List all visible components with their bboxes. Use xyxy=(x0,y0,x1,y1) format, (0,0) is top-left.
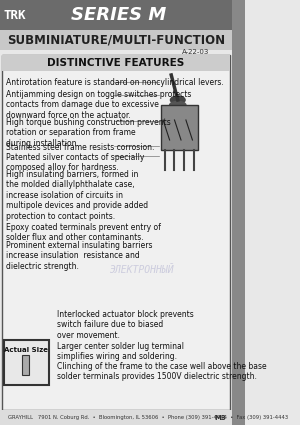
Bar xyxy=(0,410,232,425)
Bar xyxy=(0,30,232,50)
Text: Clinching of the frame to the case well above the base
solder terminals provides: Clinching of the frame to the case well … xyxy=(57,362,267,381)
Text: Antirotation feature is standard on noncylindrical levers.: Antirotation feature is standard on nonc… xyxy=(6,78,223,87)
Bar xyxy=(232,0,244,425)
Bar xyxy=(22,355,28,375)
Text: DISTINCTIVE FEATURES: DISTINCTIVE FEATURES xyxy=(47,58,184,68)
Text: High torque bushing construction prevents
rotation or separation from frame
duri: High torque bushing construction prevent… xyxy=(6,118,170,148)
Bar xyxy=(4,340,49,385)
Text: M3: M3 xyxy=(214,415,226,421)
Text: High insulating barriers, formed in
the molded diallylphthalate case,
increase i: High insulating barriers, formed in the … xyxy=(6,170,148,221)
Bar xyxy=(2,55,230,71)
Text: Stainless steel frame resists corrosion.: Stainless steel frame resists corrosion. xyxy=(6,143,154,152)
Text: GRAYHILL   7901 N. Coburg Rd.  •  Bloomington, IL 53606  •  Phone (309) 391-4444: GRAYHILL 7901 N. Coburg Rd. • Bloomingto… xyxy=(8,416,288,420)
Ellipse shape xyxy=(169,102,186,108)
Bar xyxy=(161,105,198,150)
Text: Patented silver contacts of specially
composed alloy for hardness.: Patented silver contacts of specially co… xyxy=(6,153,144,173)
Text: TRK: TRK xyxy=(3,8,26,22)
Text: Antijamming design on toggle switches protects
contacts from damage due to exces: Antijamming design on toggle switches pr… xyxy=(6,90,191,120)
Ellipse shape xyxy=(170,96,185,104)
Text: SUBMINIATURE/MULTI-FUNCTION: SUBMINIATURE/MULTI-FUNCTION xyxy=(7,34,225,46)
Text: Actual Size: Actual Size xyxy=(4,347,48,353)
Text: Interlocked actuator block prevents
switch failure due to biased
over movement.: Interlocked actuator block prevents swit… xyxy=(57,310,194,340)
Text: Epoxy coated terminals prevent entry of
solder flux and other contaminants.: Epoxy coated terminals prevent entry of … xyxy=(6,223,160,242)
Text: A-22-03: A-22-03 xyxy=(182,49,209,55)
Bar xyxy=(0,0,232,30)
Text: ЭЛЕКТРОННЫЙ: ЭЛЕКТРОННЫЙ xyxy=(110,265,175,275)
Text: Larger center solder lug terminal
simplifies wiring and soldering.: Larger center solder lug terminal simpli… xyxy=(57,342,184,361)
Text: SERIES M: SERIES M xyxy=(70,6,166,24)
Bar xyxy=(2,55,230,410)
Text: Prominent external insulating barriers
increase insulation  resistance and
diele: Prominent external insulating barriers i… xyxy=(6,241,152,271)
